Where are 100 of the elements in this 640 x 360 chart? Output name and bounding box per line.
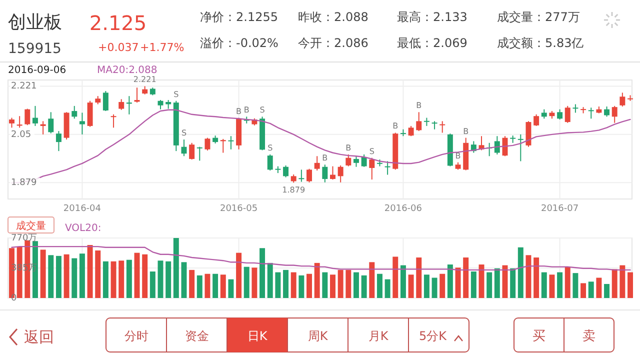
bar [87,245,93,298]
candlestick [322,164,328,183]
text: 日K [247,329,268,343]
bar [447,264,453,298]
candlestick [283,164,289,178]
bar [628,272,633,298]
candlestick [204,137,210,151]
text: 5分K [418,329,448,343]
bar [440,274,446,298]
annotation: B [455,151,461,160]
bar [518,247,524,298]
candlestick [72,105,78,120]
bar [376,274,382,298]
bar [502,265,508,298]
text: 2016-09-06 [8,65,66,76]
bar [283,270,289,298]
candlestick [612,105,618,124]
bar [369,262,375,298]
candlestick [408,125,414,137]
candlestick [306,168,312,183]
bar [557,272,563,298]
bar [408,274,414,298]
text: 净价：2.1255 [200,10,278,24]
bar [470,272,476,298]
bar [361,275,367,298]
x-tick-label: 2016-06 [384,204,422,214]
text: 月K [368,329,390,343]
x-tick-label: 2016-04 [63,204,102,214]
bar [244,266,250,298]
bar [455,268,461,298]
bar [486,272,492,298]
bar [64,254,70,298]
bar [564,266,570,298]
text: MA20:2.088 [97,65,158,76]
text: 成交量：277万 [497,10,580,24]
candlestick [189,142,195,160]
bar [572,273,578,298]
text: 成交额：5.83亿 [497,36,584,50]
text: 昨收：2.088 [298,10,368,24]
bar [173,238,179,298]
candlestick [9,117,14,128]
candlestick [196,146,202,162]
y-tick-label: 770万 [11,233,38,244]
annotation: B [244,106,250,115]
bar [510,268,516,298]
chart-title: 创业板 [8,12,62,33]
text: 返回 [24,328,54,346]
candlestick [541,108,547,120]
candlestick [534,114,540,126]
chart-subtitle: 159915 [8,41,62,57]
bar [494,268,500,298]
bar [236,252,242,298]
x-tick-label: 2016-07 [540,204,579,214]
candlestick [588,107,594,120]
bar [48,255,54,298]
bar [79,254,85,298]
candlestick [87,100,93,128]
bar [142,254,148,298]
bar [400,265,406,298]
candlestick [118,98,124,110]
bar [290,272,296,298]
candlestick [353,156,359,168]
candlestick [267,154,273,172]
candlestick [110,114,116,128]
bar [166,261,172,298]
annotation: B [236,106,242,116]
annotation: B [346,143,352,152]
bar [384,279,390,298]
annotation: S [181,128,187,138]
candlestick [564,105,570,124]
bar [330,274,336,298]
candlestick [298,169,304,182]
annotation: B [463,126,469,136]
text: 2.125 [89,11,147,35]
bar [588,282,594,298]
bar [322,272,328,298]
candlestick [557,108,563,120]
candlestick [48,112,54,134]
bar [212,274,218,298]
candlestick [158,100,164,110]
annotation: 1.879 [282,186,306,195]
bar [534,257,540,298]
bar [204,274,210,298]
annotation: B [392,122,398,131]
bar [526,255,532,298]
bar [252,268,258,298]
candlestick [346,154,352,167]
y-tick-label: 2.221 [11,82,37,92]
text: 今开：2.086 [298,36,368,50]
line-series [11,246,631,271]
bar [126,260,132,298]
candlestick [494,136,500,155]
series-label: VOL20: [65,223,102,234]
candlestick [330,166,336,180]
bar [267,262,273,298]
bar [392,256,398,298]
bar [72,258,78,298]
bar [338,270,344,298]
bar [298,275,304,298]
bar [102,261,108,298]
